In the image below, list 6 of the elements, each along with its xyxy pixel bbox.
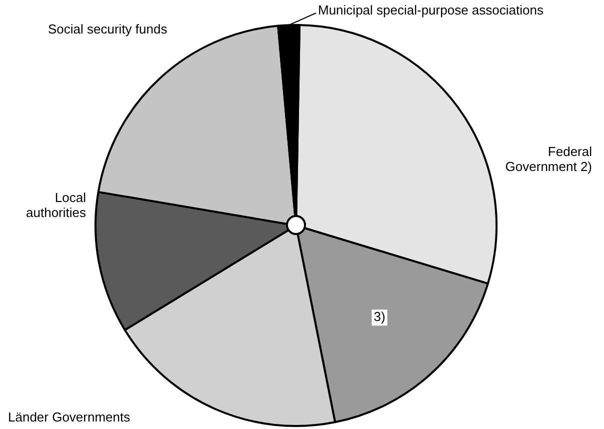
- slice-label: Länder Governments: [8, 410, 131, 425]
- slice-label: Municipal special-purpose associations: [318, 2, 544, 18]
- slice-label: Social security funds: [48, 22, 168, 37]
- slice-label: Federal Government 2): [505, 144, 592, 174]
- slice-label: Local authorities: [26, 190, 86, 220]
- slice-label: 3): [374, 309, 386, 324]
